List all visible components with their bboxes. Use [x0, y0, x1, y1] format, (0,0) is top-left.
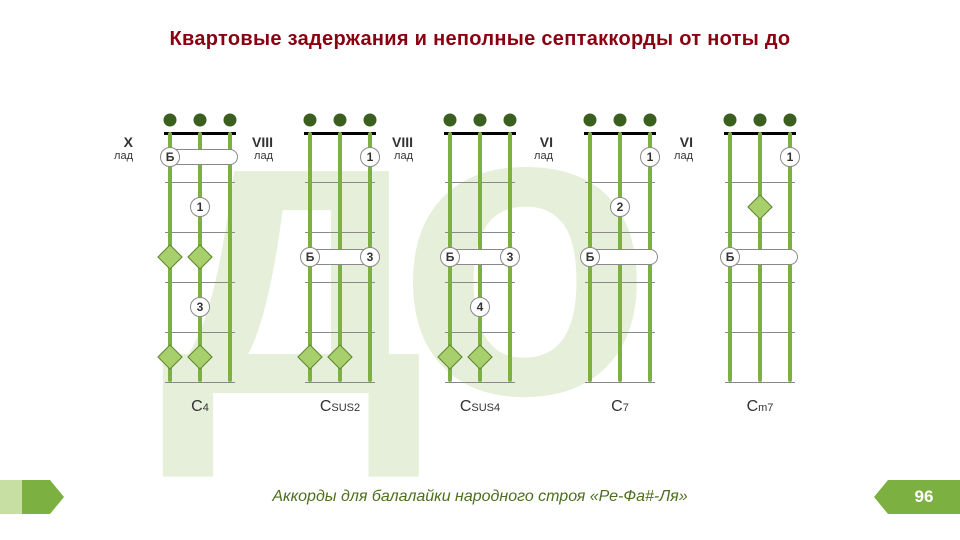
finger-marker: 1: [190, 197, 210, 217]
finger-marker: Б: [160, 147, 180, 167]
diamond-marker: [157, 244, 182, 269]
chord-name-label: C4: [191, 398, 209, 416]
diamond-marker: [297, 344, 322, 369]
finger-marker: 3: [500, 247, 520, 267]
finger-marker: Б: [720, 247, 740, 267]
chord-name-label: C7: [611, 398, 629, 416]
diamond-marker: [467, 344, 492, 369]
diamond-marker: [327, 344, 352, 369]
fret-position-label: VIIIлад: [237, 134, 273, 162]
chord-name-label: CSUS2: [320, 398, 360, 416]
chord-name-label: Cm7: [747, 398, 774, 416]
diamond-marker: [187, 244, 212, 269]
fret-position-label: VIлад: [657, 134, 693, 162]
chord-Cm7: VIлад1БCm7: [703, 110, 817, 416]
fret-position-label: Xлад: [97, 134, 133, 162]
diamond-marker: [437, 344, 462, 369]
fret-position-label: VIлад: [517, 134, 553, 162]
finger-marker: 3: [360, 247, 380, 267]
finger-marker: Б: [440, 247, 460, 267]
page-number-badge: 96: [888, 480, 960, 514]
chord-charts-row: Xлад Б 1 3 C4 VIIIлад 1 Б 3 CSUS2 VIIIлад Б 3 4 CSUS4 V…: [0, 110, 960, 416]
page-number: 96: [915, 487, 934, 507]
finger-marker: 1: [780, 147, 800, 167]
chord-name-label: CSUS4: [460, 398, 500, 416]
finger-marker: 4: [470, 297, 490, 317]
fret-position-label: VIIIлад: [377, 134, 413, 162]
diamond-marker: [187, 344, 212, 369]
finger-marker: Б: [300, 247, 320, 267]
footer-caption: Аккорды для балалайки народного строя «Р…: [0, 488, 960, 506]
diamond-marker: [157, 344, 182, 369]
finger-marker: Б: [580, 247, 600, 267]
diamond-marker: [747, 194, 772, 219]
finger-marker: 3: [190, 297, 210, 317]
finger-marker: 2: [610, 197, 630, 217]
